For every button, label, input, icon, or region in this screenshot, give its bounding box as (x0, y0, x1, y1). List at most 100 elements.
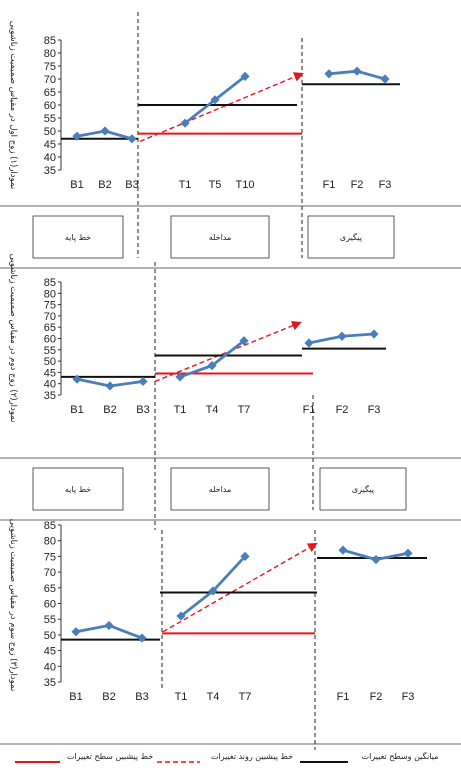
data-point (240, 71, 250, 81)
trend-prediction-line (154, 321, 302, 383)
legend-label: خط پیشبین روند تغییرات (211, 752, 293, 761)
y-tick-label: 40 (44, 152, 56, 164)
y-tick-label: 80 (44, 288, 56, 300)
x-tick-label: F1 (337, 691, 350, 703)
y-tick-label: 75 (44, 551, 56, 563)
data-point (208, 586, 218, 596)
data-point (104, 620, 114, 631)
data-point (100, 126, 110, 136)
data-point (176, 611, 186, 621)
phase-label: پیگیری (340, 232, 362, 242)
series-line (180, 555, 247, 618)
x-tick-label: B2 (103, 404, 116, 416)
y-tick-label: 55 (44, 614, 56, 626)
legend-label: میانگین وسطح تغییرات (362, 751, 439, 761)
x-tick-label: T5 (209, 179, 222, 191)
x-tick-label: T1 (179, 179, 192, 191)
y-tick-label: 60 (44, 334, 56, 346)
y-tick-label: 55 (44, 345, 56, 357)
x-tick-label: F2 (336, 404, 349, 416)
panel-3: 35 40 45 50 55 60 65 70 75 80 85 نمودار(۳) زوج سوم … (8, 519, 427, 750)
series-line (179, 339, 245, 379)
data-point (71, 627, 81, 637)
x-tick-label: B1 (70, 179, 83, 191)
data-point (207, 361, 217, 371)
y-tick-label: 85 (44, 520, 56, 532)
y-tick-label: 35 (44, 390, 56, 402)
x-tick-label: T7 (238, 404, 251, 416)
y-tick-label: 45 (44, 367, 56, 379)
y-tick-label: 65 (44, 583, 56, 595)
phase-box (32, 467, 124, 511)
x-tick-label: T4 (207, 691, 220, 703)
trend-prediction-line (139, 72, 304, 143)
x-tick-label: F2 (370, 691, 383, 703)
data-point (138, 376, 148, 387)
phase-box (319, 467, 407, 511)
data-point (210, 95, 220, 105)
data-point (337, 331, 347, 341)
x-tick-label: F1 (323, 179, 336, 191)
x-tick-label: F3 (379, 179, 392, 191)
data-point (240, 551, 250, 561)
trend-prediction-line (162, 542, 318, 633)
y-tick-label: 35 (44, 677, 56, 689)
x-tick-label: F1 (303, 404, 316, 416)
y-tick-label: 75 (44, 61, 56, 73)
y-tick-label: 55 (44, 113, 56, 125)
data-point (371, 554, 381, 565)
x-tick-label: T10 (236, 179, 255, 191)
y-axis-label: نمودار(۳) زوج سوم در مقیاس صمیمیت زناشوی… (8, 519, 18, 692)
y-tick-label: 65 (44, 87, 56, 99)
legend: خط پیشبین سطح تغییرات خط پیشبین روند تغیی… (15, 751, 439, 763)
data-point (239, 336, 249, 346)
x-tick-label: B3 (136, 404, 149, 416)
phase-box (170, 215, 270, 259)
x-tick-label: B2 (98, 179, 111, 191)
data-point (352, 66, 362, 76)
data-point (180, 118, 190, 128)
data-point (72, 374, 82, 384)
x-tick-label: T1 (174, 404, 187, 416)
y-tick-label: 45 (44, 139, 56, 151)
data-point (380, 74, 390, 84)
y-tick-label: 40 (44, 661, 56, 673)
data-point (338, 545, 348, 555)
phase-label: خط پایه (65, 485, 91, 494)
y-tick-label: 50 (44, 356, 56, 368)
phase-label: مداخله (209, 485, 232, 494)
x-tick-label: B3 (125, 179, 138, 191)
x-tick-label: T7 (239, 691, 252, 703)
x-tick-label: F3 (368, 404, 381, 416)
phase-box (307, 215, 395, 259)
data-point (369, 329, 379, 339)
y-tick-label: 50 (44, 630, 56, 642)
y-tick-label: 70 (44, 311, 56, 323)
x-tick-label: B1 (70, 404, 83, 416)
x-tick-label: F2 (351, 179, 364, 191)
phase-label: پیگیری (352, 484, 374, 494)
legend-label: خط پیشبین سطح تغییرات (67, 752, 153, 761)
y-tick-label: 40 (44, 379, 56, 391)
y-tick-label: 35 (44, 165, 56, 177)
x-tick-label: T1 (175, 691, 188, 703)
y-axis-label: نمودار(۲) زوج دوم در مقیاس صمیمیت زناشوی… (8, 253, 18, 422)
x-tick-label: F3 (402, 691, 415, 703)
y-axis-label: نمودار(۱) زوج اول در مقیاس صمیمیت زناشوی… (8, 21, 18, 190)
data-point (175, 372, 185, 382)
phase-box (32, 215, 124, 259)
data-point (137, 633, 147, 643)
data-point (304, 338, 314, 348)
data-point (127, 134, 137, 144)
y-tick-label: 80 (44, 536, 56, 548)
data-point (72, 131, 82, 141)
y-tick-label: 70 (44, 567, 56, 579)
data-point (324, 69, 334, 79)
data-point (403, 548, 413, 558)
y-tick-label: 60 (44, 100, 56, 112)
y-tick-label: 70 (44, 74, 56, 86)
